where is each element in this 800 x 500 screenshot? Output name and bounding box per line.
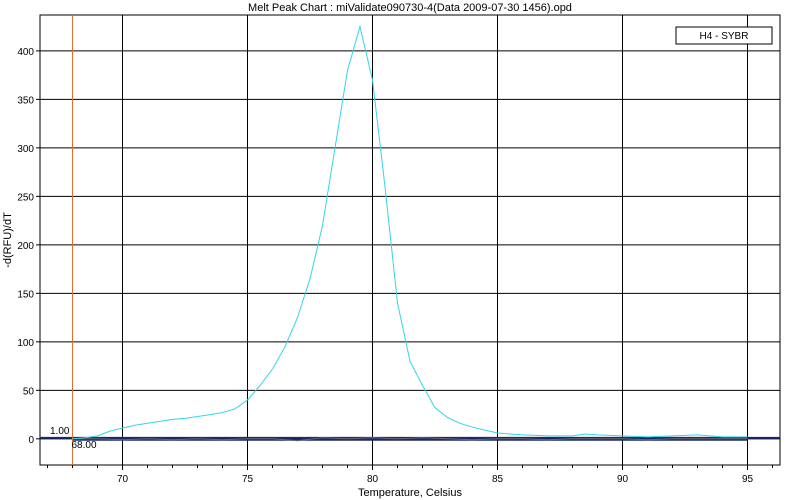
x-tick-label: 75: [242, 474, 254, 485]
series-line: [72, 24, 748, 440]
legend-box: [675, 26, 773, 45]
y-tick-label: 0: [28, 435, 34, 446]
legend-label: H4 - SYBR: [700, 31, 749, 42]
y-tick-label: 100: [17, 338, 34, 349]
y-tick-label: 400: [17, 47, 34, 58]
x-axis-label: Temperature, Celsius: [358, 487, 462, 499]
y-tick-label: 350: [17, 95, 34, 106]
series-line: [72, 437, 748, 442]
y-tick-label: 150: [17, 289, 34, 300]
y-tick-label: 200: [17, 241, 34, 252]
y-tick-label: 50: [23, 386, 35, 397]
y-axis: 0 50 100 150 200 250 300 350 400: [17, 47, 40, 446]
x-tick-label: 85: [492, 474, 504, 485]
y-tick-label: 250: [17, 192, 34, 203]
legend: H4 - SYBR: [675, 26, 773, 45]
x-tick-label: 80: [367, 474, 379, 485]
marker-label: 68.00: [72, 440, 97, 451]
x-tick-label: 95: [742, 474, 754, 485]
x-tick-label: 90: [617, 474, 629, 485]
y-axis-label: -d(RFU)/dT: [2, 212, 14, 268]
x-axis: 70 75 80 85 90 95: [47, 465, 773, 485]
y-tick-label: 300: [17, 144, 34, 155]
series-group: [72, 24, 748, 442]
grid-lines: [40, 15, 780, 465]
threshold-label: 1.00: [50, 426, 70, 437]
x-tick-label: 70: [117, 474, 129, 485]
chart-title: Melt Peak Chart : miValidate090730-4(Dat…: [248, 2, 572, 14]
plot-area: [39, 14, 781, 466]
